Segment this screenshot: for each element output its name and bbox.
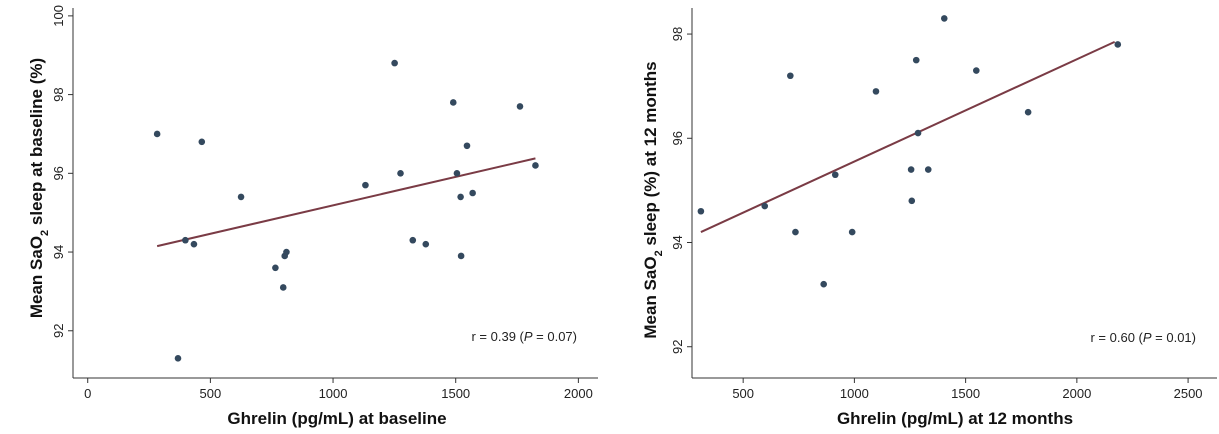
annotation-pre: r = 0.39 ( [471,329,524,344]
data-point [831,171,839,179]
data-point [1024,108,1032,116]
y-axis-title-post: sleep (%) at 12 months [641,61,660,250]
x-tick-label: 500 [200,386,222,401]
data-point [463,142,471,150]
y-axis-title-pre: Mean SaO [27,236,46,318]
data-point [457,193,464,201]
data-point [391,59,398,67]
y-tick-label: 92 [51,324,66,338]
data-point [914,129,922,137]
y-tick-label: 96 [51,166,66,180]
correlation-annotation: r = 0.60 (P = 0.01) [1090,330,1196,345]
annotation-italic: P [524,329,533,344]
data-point [422,240,430,248]
data-point [1114,41,1122,48]
x-tick-label: 1500 [441,386,470,401]
data-point [198,138,206,146]
chart-baseline: Mean SaO2 sleep at baseline (%) Ghrelin … [27,5,598,428]
x-tick-label: 500 [732,386,754,401]
data-point [279,284,287,291]
y-tick-label: 94 [51,245,66,259]
data-point [907,166,915,173]
data-point [924,166,932,173]
y-axis-title-post: sleep at baseline (%) [27,58,46,230]
y-tick-label: 96 [670,131,685,145]
plot-area: 500 1000 1500 2000 2500 92 94 96 98 [670,8,1217,401]
chart-12-months: Mean SaO2 sleep (%) at 12 months Ghrelin… [641,8,1217,428]
data-point [449,99,457,106]
data-point [532,162,539,169]
data-point [362,181,369,189]
data-point [272,264,279,272]
y-axis-title-sub: 2 [653,250,665,256]
data-point [908,197,916,205]
x-tick-label: 1500 [951,386,980,401]
x-tick-label: 2000 [1062,386,1091,401]
y-tick-label: 98 [670,27,685,41]
data-point [787,72,794,80]
data-point [190,240,198,248]
data-point [397,170,404,177]
data-point [182,236,189,244]
y-tick-label: 94 [670,235,685,249]
annotation-pre: r = 0.60 ( [1090,330,1143,345]
data-point [940,15,948,22]
plot-area: 0 500 1000 1500 2000 92 94 96 98 100 [51,5,598,401]
data-point [820,280,827,288]
y-axis-title: Mean SaO2 sleep at baseline (%) [27,58,51,318]
data-point [697,207,705,215]
data-point [516,103,524,110]
data-point [848,228,856,236]
regression-line [156,157,536,248]
x-tick-label: 1000 [319,386,348,401]
y-tick-label: 100 [51,5,66,27]
x-axis-title: Ghrelin (pg/mL) at 12 months [837,409,1073,428]
data-point [174,355,182,362]
x-tick-label: 1000 [840,386,869,401]
data-point [761,202,769,210]
annotation-post: = 0.07) [533,329,577,344]
data-point [283,248,290,256]
data-point [872,88,880,95]
data-point [153,130,161,138]
x-tick-label: 0 [84,386,91,401]
y-axis-title: Mean SaO2 sleep (%) at 12 months [641,61,665,338]
data-point [237,193,245,201]
data-point [469,189,476,197]
x-axis-title: Ghrelin (pg/mL) at baseline [227,409,446,428]
data-point [453,170,461,177]
annotation-italic: P [1143,330,1152,345]
data-point [457,252,465,260]
y-tick-label: 92 [670,339,685,353]
y-axis-title-sub: 2 [39,230,51,236]
x-tick-label: 2000 [564,386,593,401]
y-tick-label: 98 [51,87,66,101]
y-axis-title-pre: Mean SaO [641,256,660,338]
correlation-annotation: r = 0.39 (P = 0.07) [471,329,577,344]
data-point [912,56,920,64]
data-point [973,67,980,74]
regression-line [700,40,1116,233]
data-point [409,236,417,244]
x-tick-label: 2500 [1174,386,1203,401]
annotation-post: = 0.01) [1152,330,1196,345]
data-point [792,228,799,236]
